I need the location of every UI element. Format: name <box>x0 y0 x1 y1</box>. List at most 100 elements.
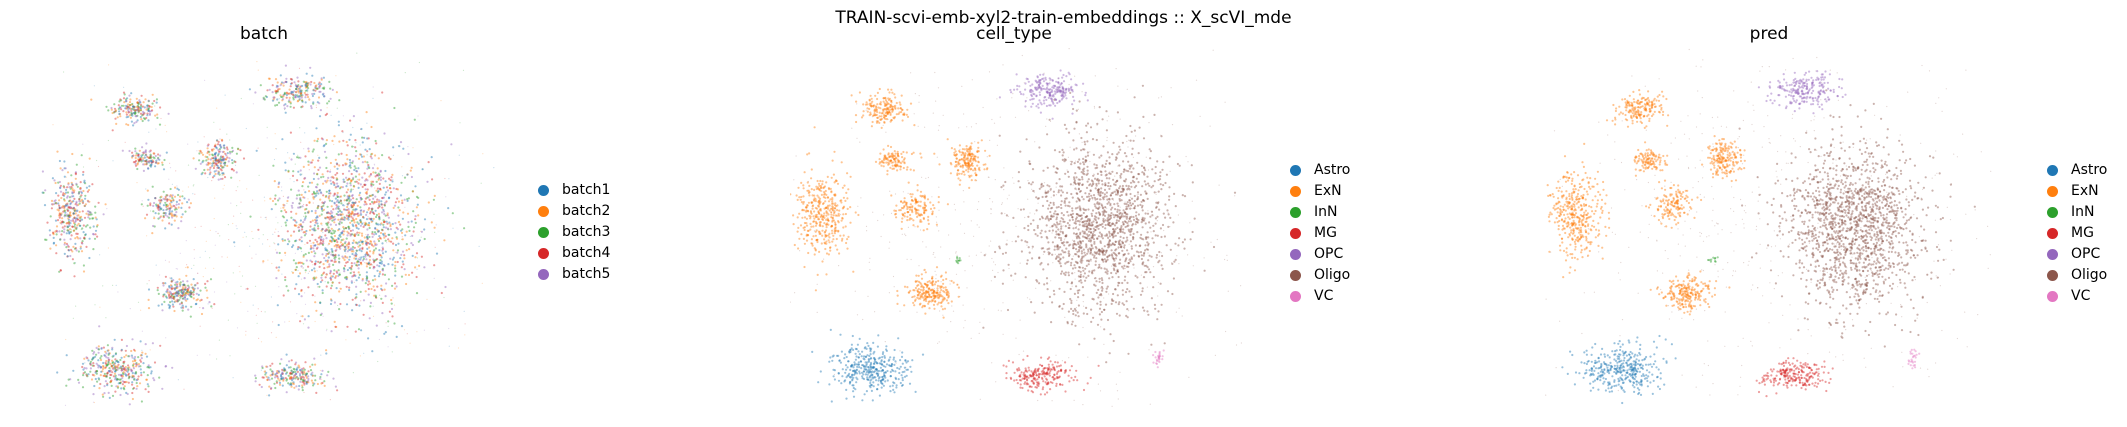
data-point <box>159 208 163 211</box>
data-point <box>234 164 237 166</box>
data-point <box>1143 309 1146 312</box>
data-point <box>358 256 360 258</box>
data-point <box>1049 217 1052 221</box>
data-point <box>180 206 183 209</box>
data-point <box>1136 194 1138 196</box>
data-point <box>355 170 358 173</box>
data-point <box>932 112 934 114</box>
data-point <box>1074 187 1077 190</box>
data-point <box>404 206 406 208</box>
data-point <box>213 174 216 177</box>
data-point <box>384 239 387 242</box>
data-point <box>68 220 71 224</box>
data-point <box>69 230 72 234</box>
data-point <box>282 378 285 381</box>
data-point <box>346 144 349 147</box>
data-point <box>296 378 300 381</box>
data-point <box>345 285 348 288</box>
data-point <box>319 198 322 201</box>
data-point <box>390 240 393 243</box>
data-point <box>184 288 187 291</box>
data-point <box>922 241 924 243</box>
data-point <box>300 106 303 109</box>
data-point <box>901 233 903 235</box>
data-point <box>343 270 346 273</box>
data-point <box>415 252 419 255</box>
data-point <box>1107 215 1110 218</box>
data-point <box>1126 239 1129 242</box>
data-point <box>914 226 916 228</box>
data-point <box>308 229 312 232</box>
data-point <box>127 355 130 358</box>
data-point <box>1057 191 1060 194</box>
data-point <box>192 291 195 294</box>
data-point <box>70 174 73 177</box>
data-point <box>396 228 399 231</box>
data-point <box>262 97 265 101</box>
data-point <box>287 366 290 369</box>
data-point <box>70 185 73 189</box>
data-point <box>404 273 407 276</box>
data-point <box>68 231 71 234</box>
data-point <box>300 89 303 92</box>
data-point <box>219 138 221 140</box>
data-point <box>1140 164 1143 167</box>
data-point <box>1189 222 1191 224</box>
data-point <box>59 190 63 193</box>
data-point <box>73 275 76 278</box>
data-point <box>332 272 335 275</box>
data-point <box>408 229 411 232</box>
data-point <box>1019 319 1021 321</box>
data-point <box>391 263 394 266</box>
data-point <box>322 271 326 274</box>
data-point <box>1087 195 1090 198</box>
data-point <box>1154 234 1157 237</box>
legend-label: batch1 <box>562 182 611 198</box>
data-point <box>179 195 182 198</box>
data-point <box>1074 272 1076 274</box>
data-point <box>78 198 81 201</box>
data-point <box>854 290 856 292</box>
data-point <box>951 305 953 307</box>
data-point <box>92 225 95 228</box>
data-point <box>380 228 384 231</box>
data-point <box>281 186 283 188</box>
data-point <box>1126 88 1128 90</box>
data-point <box>397 221 400 224</box>
data-point <box>355 293 358 296</box>
data-point <box>64 204 67 207</box>
data-point <box>305 204 308 207</box>
data-point <box>357 258 360 261</box>
data-point <box>352 203 355 206</box>
data-point <box>1078 133 1080 135</box>
data-point <box>1123 264 1126 267</box>
data-point <box>1019 186 1022 189</box>
data-point <box>304 380 307 383</box>
data-point <box>193 257 195 259</box>
data-point <box>99 357 102 360</box>
data-point <box>303 203 305 206</box>
data-point <box>221 159 223 161</box>
data-point <box>1098 225 1100 227</box>
data-point <box>322 231 324 234</box>
data-point <box>67 230 70 233</box>
data-point <box>346 325 349 328</box>
data-point <box>1116 232 1120 235</box>
data-point <box>1088 270 1091 273</box>
data-point <box>172 199 175 202</box>
data-point <box>326 252 329 256</box>
data-point <box>222 159 225 162</box>
data-point <box>314 252 317 255</box>
data-point <box>82 170 85 174</box>
data-point <box>93 351 96 354</box>
data-point <box>114 378 117 381</box>
data-point <box>332 194 335 197</box>
data-point <box>272 98 275 101</box>
data-point <box>166 131 168 133</box>
data-point <box>88 185 91 188</box>
data-point <box>68 205 72 208</box>
data-point <box>255 149 258 152</box>
data-point <box>215 139 219 142</box>
data-point <box>198 152 201 155</box>
data-point <box>372 252 375 255</box>
